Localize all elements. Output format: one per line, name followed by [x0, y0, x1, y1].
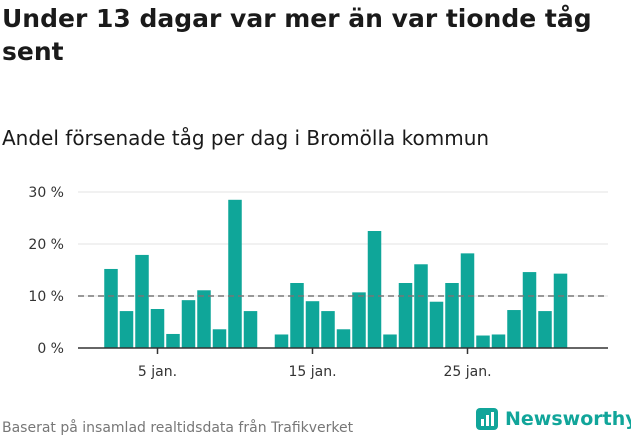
x-tick-label: 5 jan. — [138, 364, 177, 380]
y-tick-label: 30 % — [28, 185, 64, 201]
bar-day-10 — [228, 199, 242, 348]
bar-day-6 — [166, 333, 180, 348]
bar-day-11 — [243, 311, 258, 348]
bar-day-30 — [538, 311, 552, 348]
newsworthy-logo-icon — [476, 408, 498, 430]
bar-day-19 — [367, 231, 382, 348]
bar-day-7 — [181, 300, 196, 348]
bar-day-22 — [414, 264, 428, 348]
x-tick-label: 25 jan. — [443, 364, 491, 380]
bar-day-14 — [290, 283, 304, 348]
bar-day-20 — [383, 334, 397, 348]
bar-day-13 — [274, 334, 289, 348]
bar-day-2 — [104, 268, 118, 348]
x-tick-label: 15 jan. — [288, 364, 336, 380]
bar-day-21 — [398, 283, 413, 348]
x-axis: 5 jan. 15 jan. 25 jan. — [78, 347, 608, 380]
bars — [104, 199, 568, 348]
y-tick-label: 0 % — [37, 341, 64, 357]
bar-day-28 — [507, 310, 521, 348]
source-note: Baserat på insamlad realtidsdata från Tr… — [2, 420, 354, 436]
bar-day-16 — [321, 311, 335, 348]
y-axis-ticks: 0 % 10 % 20 % 30 % — [28, 185, 64, 357]
chart-title: Under 13 dagar var mer än var tionde tåg… — [2, 4, 592, 66]
bar-day-8 — [197, 290, 211, 348]
bar-day-18 — [352, 292, 366, 348]
bar-day-29 — [522, 272, 537, 348]
y-tick-label: 10 % — [28, 289, 64, 305]
bar-day-26 — [476, 335, 490, 348]
bar-day-27 — [491, 334, 506, 348]
bar-day-31 — [553, 273, 568, 348]
bar-day-23 — [429, 301, 444, 348]
bar-chart: 0 % 10 % 20 % 30 % 5 jan. 15 jan. 25 jan. — [28, 185, 608, 380]
bar-day-3 — [119, 311, 134, 348]
bar-day-15 — [305, 301, 320, 348]
y-tick-label: 20 % — [28, 237, 64, 253]
chart-subtitle: Andel försenade tåg per dag i Bromölla k… — [2, 126, 490, 150]
bar-day-25 — [460, 253, 475, 348]
bar-day-9 — [212, 329, 227, 348]
bar-day-5 — [150, 309, 165, 348]
bar-day-24 — [445, 283, 459, 348]
bar-day-4 — [135, 254, 149, 348]
newsworthy-logo-text: Newsworthy — [505, 408, 631, 430]
bar-day-17 — [336, 329, 351, 348]
newsworthy-logo: Newsworthy — [475, 407, 631, 431]
